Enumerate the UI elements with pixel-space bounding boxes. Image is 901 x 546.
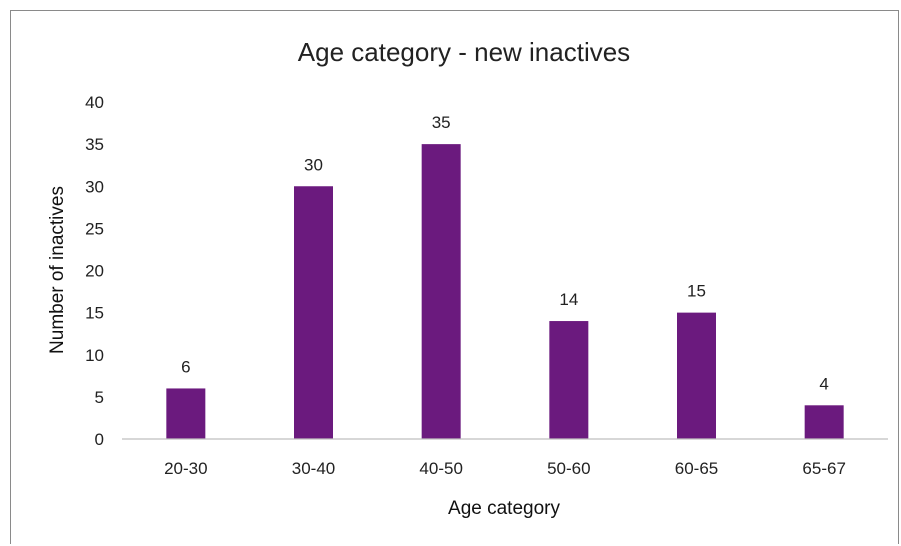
data-label: 35 [432, 113, 451, 132]
x-axis-ticks: 20-30 30-40 40-50 50-60 60-65 65-67 [164, 459, 846, 478]
y-tick-label: 0 [95, 430, 104, 449]
data-label: 30 [304, 155, 323, 174]
data-labels: 6 30 35 14 15 4 [181, 113, 829, 393]
x-tick-label: 50-60 [547, 459, 590, 478]
bar [166, 388, 206, 439]
y-tick-label: 25 [85, 219, 104, 238]
bar [294, 186, 333, 439]
chart-title: Age category - new inactives [298, 37, 630, 67]
data-label: 14 [559, 290, 578, 309]
data-label: 15 [687, 282, 706, 301]
bar [804, 405, 844, 439]
bar [421, 144, 461, 439]
y-tick-label: 5 [95, 388, 104, 407]
y-tick-label: 10 [85, 346, 104, 365]
y-axis-ticks: 0 5 10 15 20 25 30 35 40 [85, 93, 104, 449]
y-tick-label: 40 [85, 93, 104, 112]
bar-series [166, 144, 844, 439]
bar [677, 312, 716, 439]
x-axis-title: Age category [448, 498, 560, 519]
x-tick-label: 40-50 [419, 459, 462, 478]
y-tick-label: 20 [85, 262, 104, 281]
data-label: 4 [819, 374, 828, 393]
y-tick-label: 30 [85, 177, 104, 196]
x-tick-label: 60-65 [675, 459, 718, 478]
y-tick-label: 15 [85, 304, 104, 323]
x-tick-label: 30-40 [292, 459, 335, 478]
bar [549, 321, 589, 439]
data-label: 6 [181, 357, 190, 376]
x-tick-label: 20-30 [164, 459, 207, 478]
y-tick-label: 35 [85, 135, 104, 154]
x-tick-label: 65-67 [802, 459, 845, 478]
y-axis-title: Number of inactives [47, 186, 68, 354]
